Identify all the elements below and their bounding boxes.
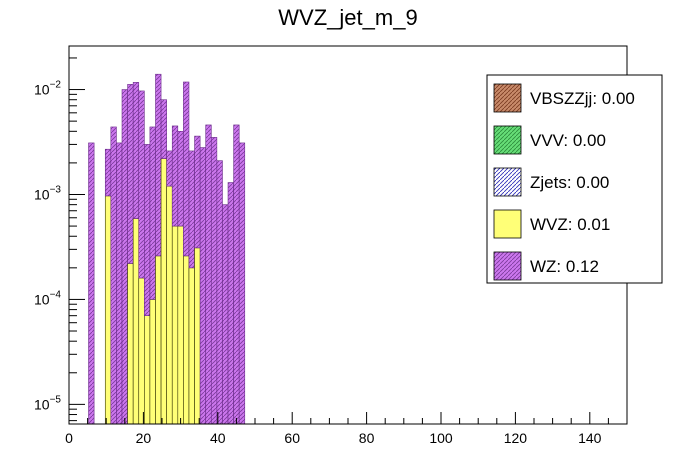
bar-wvz-12: [166, 185, 173, 425]
y-axis: 10−5 10−4 10−3 10−2: [34, 57, 85, 422]
bar-wvz-14: [177, 225, 184, 425]
bar-wvz-15: [183, 255, 190, 425]
bar-wz-13: [171, 125, 179, 227]
bar-wvz-9: [149, 299, 156, 425]
bar-wz-4: [121, 89, 128, 425]
bar-wz-16: [188, 150, 195, 269]
legend-swatch-vbszzjj: [493, 83, 522, 113]
bar-wz-14: [177, 131, 184, 227]
bar-wz-1: [104, 148, 112, 197]
legend-label-wvz: WVZ: 0.01: [530, 215, 610, 234]
bar-wz-9: [149, 126, 156, 300]
bar-wz-25: [238, 142, 246, 425]
bar-wz-8: [144, 144, 151, 316]
x-tick-label-40: 40: [210, 430, 226, 446]
bar-wvz-17: [194, 247, 201, 425]
bar-wz-19: [205, 124, 212, 425]
bar-wvz-13: [171, 225, 179, 425]
bar-wvz-8: [144, 315, 151, 425]
bars-group: [88, 73, 246, 425]
legend-swatch-wvz: [493, 209, 522, 239]
legend-label-vvv: VVV: 0.00: [530, 131, 606, 150]
legend-label-vbszzjj: VBSZZjj: 0.00: [530, 89, 635, 108]
bar-wz-2: [110, 126, 117, 425]
legend-label-zjets: Zjets: 0.00: [530, 173, 609, 192]
x-tick-label-20: 20: [136, 430, 152, 446]
x-tick-label-140: 140: [578, 430, 602, 446]
bar-wz-22: [222, 204, 229, 425]
bar-wz-24: [233, 124, 240, 425]
bar-wvz-1: [104, 195, 112, 425]
y-tick-label-1: 10−4: [34, 289, 61, 307]
legend: VBSZZjj: 0.00 VVV: 0.00 Zjets: 0.00 WVZ: 0.…: [486, 74, 663, 284]
bar-wz-20: [210, 137, 218, 425]
bar-wz-17: [194, 135, 201, 249]
bar-wz-6: [132, 82, 140, 219]
legend-swatch-wz: [493, 251, 522, 281]
x-tick-label-80: 80: [359, 430, 375, 446]
y-tick-label-2: 10−3: [34, 184, 61, 202]
bar-wz-12: [166, 150, 173, 187]
y-tick-label-0: 10−5: [34, 394, 61, 412]
bar-wz-18: [199, 147, 207, 425]
legend-swatch-vvv: [493, 125, 522, 155]
x-tick-label-0: 0: [65, 430, 73, 446]
bar-wvz-16: [188, 267, 195, 425]
bar-wz-3: [116, 142, 123, 425]
bar-wz-11: [160, 99, 167, 159]
bar-wz-7: [138, 90, 145, 279]
bar-wz-10: [155, 73, 162, 257]
legend-label-wz: WZ: 0.12: [530, 257, 599, 276]
bar-wvz-7: [138, 277, 145, 425]
bar-wz-0: [88, 142, 95, 425]
bar-wvz-6: [132, 218, 140, 425]
chart-title: WVZ_jet_m_9: [278, 5, 417, 30]
bar-wz-21: [216, 160, 223, 425]
bar-wz-15: [183, 81, 190, 257]
x-axis: 0 20 40 60 80 100 120 140: [65, 412, 628, 446]
bar-wz-23: [227, 182, 234, 425]
legend-swatch-zjets: [493, 167, 522, 197]
x-tick-label-100: 100: [429, 430, 453, 446]
bar-wvz-5: [127, 263, 134, 425]
x-tick-label-120: 120: [504, 430, 528, 446]
bar-wvz-11: [160, 158, 167, 425]
bar-wz-5: [127, 84, 134, 264]
bar-wvz-10: [155, 255, 162, 425]
x-tick-label-60: 60: [284, 430, 300, 446]
y-tick-label-3: 10−2: [34, 80, 61, 98]
